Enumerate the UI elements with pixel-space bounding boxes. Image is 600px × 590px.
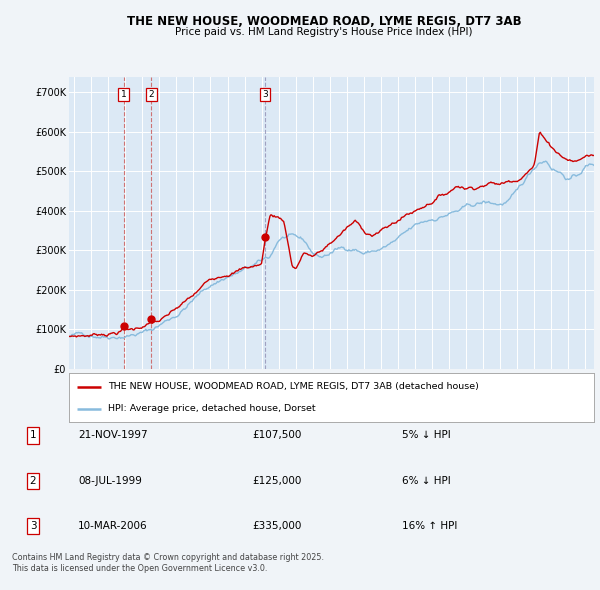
Text: £335,000: £335,000 [252, 522, 301, 531]
Text: HPI: Average price, detached house, Dorset: HPI: Average price, detached house, Dors… [109, 404, 316, 413]
Text: Contains HM Land Registry data © Crown copyright and database right 2025.
This d: Contains HM Land Registry data © Crown c… [12, 553, 324, 573]
Text: £125,000: £125,000 [252, 476, 301, 486]
Text: 3: 3 [29, 522, 37, 531]
Text: Price paid vs. HM Land Registry's House Price Index (HPI): Price paid vs. HM Land Registry's House … [175, 27, 473, 37]
Text: 08-JUL-1999: 08-JUL-1999 [78, 476, 142, 486]
Text: 1: 1 [121, 90, 127, 99]
Text: 2: 2 [149, 90, 154, 99]
Text: 6% ↓ HPI: 6% ↓ HPI [402, 476, 451, 486]
Text: THE NEW HOUSE, WOODMEAD ROAD, LYME REGIS, DT7 3AB: THE NEW HOUSE, WOODMEAD ROAD, LYME REGIS… [127, 15, 521, 28]
Text: 2: 2 [29, 476, 37, 486]
Text: £107,500: £107,500 [252, 431, 301, 440]
Text: 1: 1 [29, 431, 37, 440]
Text: 10-MAR-2006: 10-MAR-2006 [78, 522, 148, 531]
Text: 16% ↑ HPI: 16% ↑ HPI [402, 522, 457, 531]
Text: THE NEW HOUSE, WOODMEAD ROAD, LYME REGIS, DT7 3AB (detached house): THE NEW HOUSE, WOODMEAD ROAD, LYME REGIS… [109, 382, 479, 391]
Text: 21-NOV-1997: 21-NOV-1997 [78, 431, 148, 440]
Text: 5% ↓ HPI: 5% ↓ HPI [402, 431, 451, 440]
Text: 3: 3 [262, 90, 268, 99]
